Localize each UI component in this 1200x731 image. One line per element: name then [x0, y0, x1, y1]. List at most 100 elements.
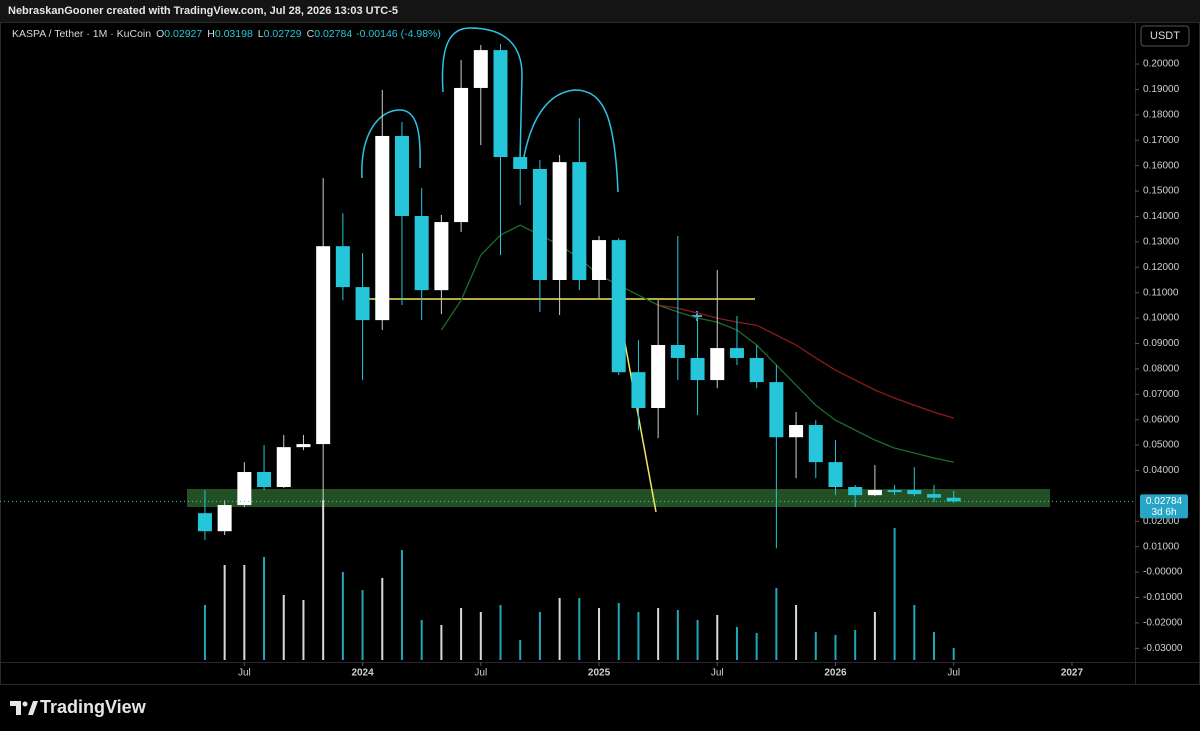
candle-body [434, 222, 449, 291]
candle-body [237, 472, 252, 506]
volume-bar [420, 620, 423, 660]
volume-bar [814, 632, 817, 660]
candle-body [197, 513, 212, 532]
candle-body [296, 444, 311, 448]
volume-bar [322, 500, 325, 660]
y-tick-label: 0.11000 [1143, 287, 1179, 298]
volume-bar [735, 627, 738, 660]
support-zone [187, 489, 1050, 507]
volume-bar [696, 620, 699, 660]
y-tick-label: 0.15000 [1143, 186, 1180, 197]
legend-text: C [307, 28, 315, 40]
volume-bar [499, 605, 502, 660]
currency: USDT [1150, 30, 1180, 42]
candle-body [493, 50, 508, 158]
candle-body [454, 87, 469, 223]
y-tick-label: -0.00000 [1143, 567, 1183, 578]
candle-body [335, 246, 350, 288]
candle-body [729, 348, 744, 358]
volume-bar [834, 635, 837, 660]
volume-bar [243, 565, 246, 660]
candle-body [710, 348, 725, 381]
y-tick-label: 0.14000 [1143, 211, 1180, 222]
legend: KASPA / Tether · 1M · KuCoin O0.02927 H0.0… [12, 28, 441, 40]
candle-body [394, 135, 409, 216]
y-tick-label: 0.12000 [1143, 262, 1180, 273]
candle-body [276, 447, 291, 488]
x-tick-label: 2025 [588, 668, 611, 679]
volume-bar [893, 528, 896, 660]
brand-logo [10, 701, 38, 715]
volume-bar [775, 588, 778, 660]
x-tick-label: 2024 [351, 668, 374, 679]
candle-body [907, 490, 922, 495]
candle-body [946, 497, 961, 502]
volume-bar [716, 615, 719, 660]
countdown: 3d 6h [1151, 507, 1176, 518]
y-tick-label: 0.09000 [1143, 338, 1180, 349]
candle-body [414, 215, 429, 291]
left-shoulder [361, 109, 421, 179]
candle-body [513, 157, 528, 169]
y-tick-label: 0.02000 [1143, 516, 1180, 527]
candle-body [552, 162, 567, 280]
candle-body [789, 425, 804, 438]
header: NebraskanGooner created with TradingView… [8, 5, 398, 17]
candle-body [473, 50, 488, 88]
legend-text: 0.03198 [215, 28, 253, 40]
candle-body [651, 345, 666, 409]
y-tick-label: 0.07000 [1143, 389, 1180, 400]
last-price-box [1140, 494, 1188, 519]
volume-bar [341, 572, 344, 660]
y-tick-label: 0.04000 [1143, 465, 1180, 476]
volume-bar [637, 612, 640, 660]
y-tick-label: 0.10000 [1143, 313, 1180, 324]
volume-bar [617, 603, 620, 660]
y-tick-label: 0.16000 [1143, 160, 1180, 171]
volume-bar [361, 590, 364, 660]
volume-bar [952, 648, 955, 660]
candle-body [867, 490, 882, 496]
plot [197, 44, 961, 660]
candle-body [749, 357, 764, 383]
currency-box[interactable] [1140, 25, 1190, 47]
y-tick-label: 0.06000 [1143, 414, 1180, 425]
candle-body [532, 168, 547, 280]
volume-bar [933, 632, 936, 660]
legend-text: 0.02927 [164, 28, 202, 40]
candle-body [848, 487, 863, 496]
y-tick-label: 0.05000 [1143, 440, 1180, 451]
y-tick-label: -0.01000 [1143, 592, 1183, 603]
x-tick-label: 2027 [1061, 668, 1084, 679]
candle-body [631, 372, 646, 409]
legend-text: 0.02784 [314, 28, 352, 40]
volume-bar [223, 565, 226, 660]
volume-bar [263, 557, 266, 660]
y-tick-label: 0.08000 [1143, 364, 1180, 375]
volume-bar [598, 608, 601, 660]
candle-body [769, 382, 784, 438]
volume-bar [440, 625, 443, 660]
last-price: 0.02784 [1146, 496, 1183, 507]
legend-text: -0.00146 [356, 28, 398, 40]
x-tick-label: 2026 [824, 668, 847, 679]
volume-bar [657, 608, 660, 660]
y-tick-label: -0.03000 [1143, 643, 1183, 654]
volume-bar [203, 605, 206, 660]
legend-text: H [207, 28, 215, 40]
y-tick-label: 0.20000 [1143, 59, 1180, 70]
volume-bar [400, 550, 403, 660]
volume-bar [282, 595, 285, 660]
candle-body [887, 490, 902, 493]
legend-text: O [156, 28, 164, 40]
candle-body [927, 494, 942, 498]
x-tick-label: Jul [711, 668, 724, 679]
candle-body [690, 357, 705, 381]
volume-bar [479, 612, 482, 660]
volume-bar [578, 598, 581, 660]
legend-text: (-4.98%) [401, 28, 441, 40]
volume-bar [519, 640, 522, 660]
volume-bar [558, 598, 561, 660]
candle-body [257, 472, 272, 488]
